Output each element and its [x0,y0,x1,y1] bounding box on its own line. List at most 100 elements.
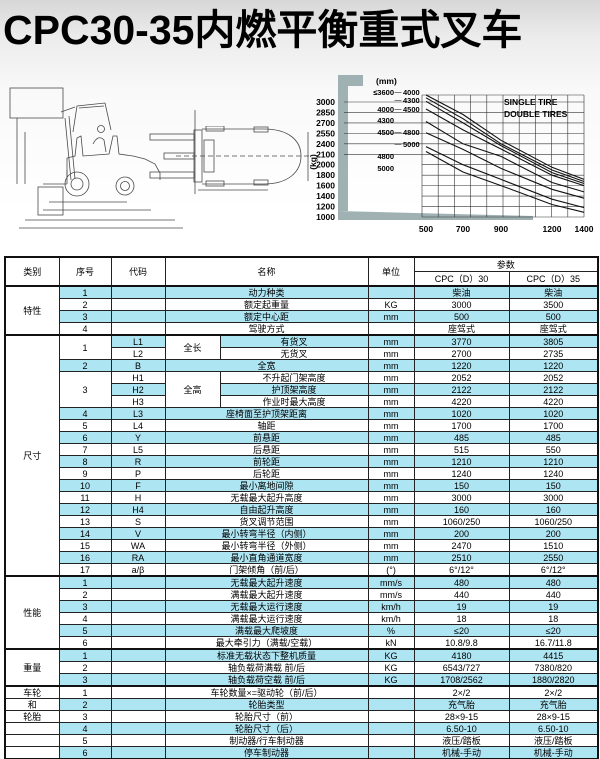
name-cell: 无载最大起升高度 [164,491,369,504]
category-cell [4,746,60,759]
value-cpc35-cell: 7380/820 [508,661,599,674]
category-cell: 性能 [4,575,60,650]
category-cell: 重量 [4,648,60,687]
table-row: 3 额定中心距 mm 500 500 [5,310,599,323]
value-cpc30-cell: 160 [413,503,510,516]
value-cpc35-cell: 充气胎 [508,698,599,711]
table-row: H3 作业时最大高度 mm 4220 4220 [5,395,599,408]
unit-cell: mm [367,539,415,552]
name-cell: 标准无载状态下整机质量 [164,648,369,662]
y-axis-tick-label: 2700 [316,118,335,128]
value-cpc30-cell: 4220 [413,395,510,408]
unit-cell: mm [367,551,415,564]
table-row: 17 a/β 门架倾角（前/后） (°) 6°/12° 6°/12° [5,563,599,577]
table-row: 13 S 货叉调节范围 mm 1060/250 1060/250 [5,515,599,528]
name-cell: 轴距 [164,419,369,432]
table-row: 车轮 1 车轮数量×=驱动轮（前/后） 2×/2 2×/2 [4,685,599,699]
value-cpc30-cell: 2510 [413,551,510,564]
unit-cell [367,734,415,747]
code-cell [110,600,166,613]
code-cell [110,710,166,723]
unit-cell: mm [367,431,415,444]
row-number-cell: 1 [58,575,112,589]
value-cpc30-cell: 485 [413,431,510,444]
row-number-cell: 5 [58,624,112,637]
fork-profile-shape [338,75,363,211]
value-cpc30-cell: 19 [413,600,510,613]
table-row: 11 H 无载最大起升高度 mm 3000 3000 [5,491,599,504]
unit-cell: km/h [367,612,415,625]
value-cpc30-cell: 液压/踏板 [413,734,510,747]
table-row: 4 驾驶方式 座驾式 座驾式 [5,322,599,336]
value-cpc30-cell: 充气胎 [413,698,510,711]
code-cell: R [110,455,166,468]
unit-cell: mm [367,455,415,468]
table-row: 性能 1 无载最大起升速度 mm/s 480 480 [4,575,599,650]
row-number-cell: 3 [58,310,112,323]
name-cell: 车轮数量×=驱动轮（前/后） [164,685,369,699]
value-cpc30-cell: 10.8/9.8 [413,636,510,650]
table-row: 12 H4 自由起升高度 mm 160 160 [5,503,599,516]
unit-cell: mm [367,359,415,372]
mast-label-dash: — [395,89,402,96]
table-row: 10 F 最小离地间隙 mm 150 150 [5,479,599,492]
code-cell: WA [110,539,166,552]
table-row: 8 R 前轮距 mm 1210 1210 [5,455,599,468]
row-number-cell: 13 [58,515,112,528]
operator-head [97,125,105,133]
row-number-cell: 14 [58,527,112,540]
name-cell: 满载最大起升速度 [164,588,369,601]
y-axis-title: (kg) [308,154,318,170]
code-cell: a/β [110,563,166,577]
code-cell [110,673,166,687]
code-cell [110,722,166,735]
value-cpc35-cell: 19 [508,600,599,613]
code-cell [110,636,166,650]
mast-height-label-single: 4800 [377,152,394,161]
category-cell [4,722,60,735]
row-number-cell: 1 [58,285,112,299]
code-cell [110,734,166,747]
value-cpc35-cell: ≤20 [508,624,599,637]
value-cpc30-cell: 1708/2562 [413,673,510,687]
value-cpc30-cell: 3000 [413,298,510,311]
table-row: 5 满载最大爬坡度% ≤20 ≤20 [5,624,599,637]
name-cell: 停车制动器 [164,746,369,759]
col-header-code: 代码 [110,256,166,287]
name-cell: 后悬距 [164,443,369,456]
col-header-unit: 单位 [367,256,415,287]
value-cpc35-cell: 1880/2820 [508,673,599,687]
unit-cell: mm [367,491,415,504]
specification-table: 类别 序号 代码 名称 单位 参数 CPC（D）30 CPC（D）35 特性 1 动力种类 柴油 柴油 2… [4,256,600,759]
value-cpc35-cell: 座驾式 [508,322,599,336]
code-cell: L3 [110,407,166,420]
unit-cell [367,710,415,723]
code-cell [110,698,166,711]
mast-height-label-single: 4500 [377,128,394,137]
name-cell: 轴负载荷空载 前/后 [164,673,369,687]
value-cpc35-cell: 28×9-15 [508,710,599,723]
value-cpc35-cell: 液压/踏板 [508,734,599,747]
value-cpc30-cell: 2122 [413,383,510,396]
fork-right [149,171,195,179]
value-cpc30-cell: ≤20 [413,624,510,637]
table-row: 14 V 最小转弯半径（内侧） mm 200 200 [5,527,599,540]
table-row: 16 RA 最小直角通道宽度 mm 2510 2550 [5,551,599,564]
mast-height-label-double: 4500 [403,105,420,114]
table-row: 和 2 轮胎类型 充气胎 充气胎 [4,698,599,711]
value-cpc35-cell: 4415 [508,648,599,662]
value-cpc30-cell: 座驾式 [413,322,510,336]
category-cell: 和 [4,698,60,711]
code-cell [110,322,166,336]
code-cell: S [110,515,166,528]
mast-label-dash: — [395,129,402,136]
unit-cell [367,322,415,336]
forklift-side-view-drawing [9,87,196,229]
name-cell: 座椅面至护顶架距离 [164,407,369,420]
y-axis-tick-label: 1400 [316,191,335,201]
legend-entry: DOUBLE TIRES [504,109,568,119]
name-cell: 额定起重量 [164,298,369,311]
row-number-cell: 16 [58,551,112,564]
code-cell: H3 [110,395,166,408]
unit-cell: mm [367,515,415,528]
